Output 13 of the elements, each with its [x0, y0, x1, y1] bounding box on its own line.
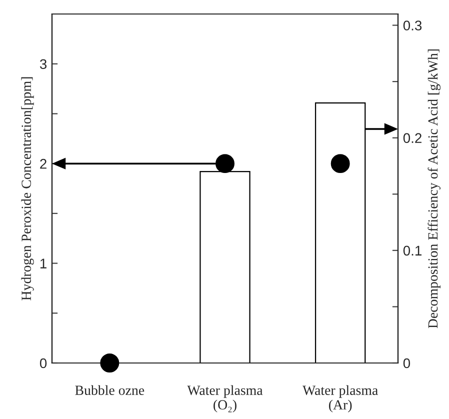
y-tick-label: 2	[40, 158, 46, 169]
y-axis-title: Hydrogen Peroxide Concentration[ppm]	[21, 77, 34, 300]
y2-tick-label: 0.3	[403, 20, 422, 30]
y-tick-label: 3	[40, 59, 47, 70]
x-tick-label: Bubble ozne	[75, 385, 144, 395]
y2-tick-label: 0.2	[403, 133, 422, 144]
y-tick-label: 1	[40, 258, 46, 268]
y2-tick-label: 0.1	[403, 246, 422, 256]
y2-axis-title: Decomposition Efficiency of Acetic Acid [g/kWh]	[428, 49, 440, 328]
y2-tick-label: 0	[403, 358, 410, 368]
x-tick-label: Water plasma (O₂)	[187, 385, 263, 412]
x-tick-label: Water plasma (Ar)	[302, 385, 378, 412]
y-tick-label: 0	[40, 358, 47, 368]
